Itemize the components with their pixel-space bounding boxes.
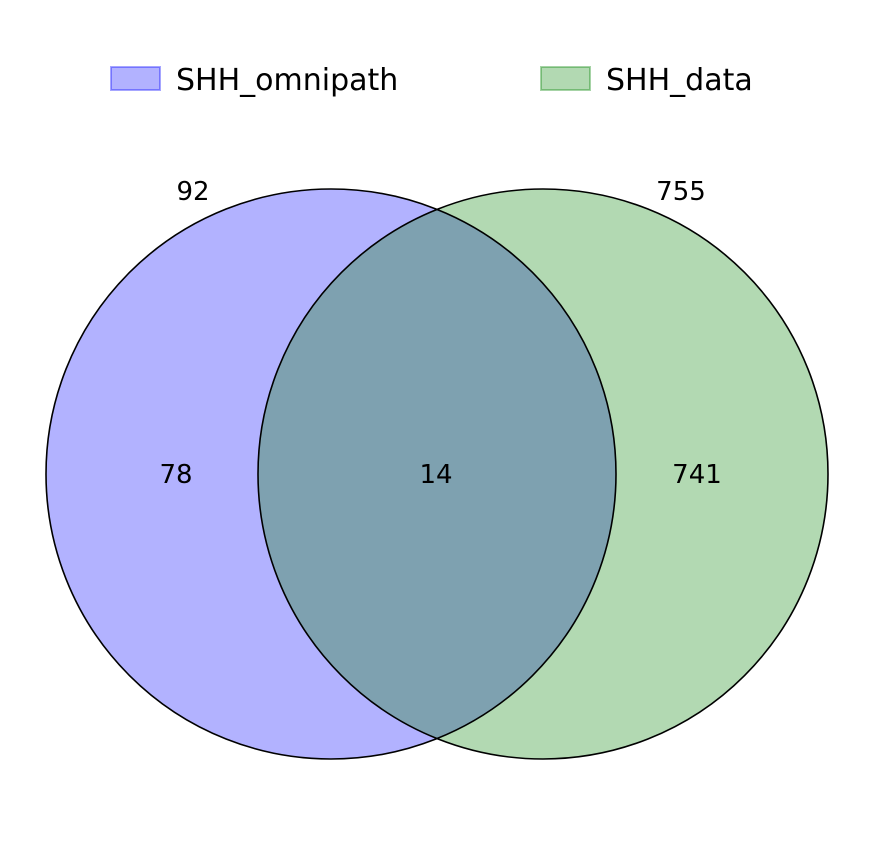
- legend-label-shh-data: SHH_data: [606, 63, 753, 98]
- venn-intersection-region: [258, 189, 616, 759]
- venn-outline-shh-omnipath: [45, 188, 617, 760]
- region-count-shh-data-only: 741: [672, 460, 722, 490]
- legend-swatch-shh-omnipath: [110, 66, 161, 91]
- venn-outline-shh-data: [257, 188, 829, 760]
- set-total-shh-omnipath: 92: [176, 177, 209, 207]
- region-count-intersection: 14: [419, 460, 452, 490]
- legend: SHH_omnipath SHH_data: [110, 63, 753, 98]
- legend-label-shh-omnipath: SHH_omnipath: [176, 63, 398, 98]
- region-count-shh-omnipath-only: 78: [159, 460, 192, 490]
- set-total-shh-data: 755: [656, 177, 706, 207]
- legend-swatch-shh-data: [540, 66, 591, 91]
